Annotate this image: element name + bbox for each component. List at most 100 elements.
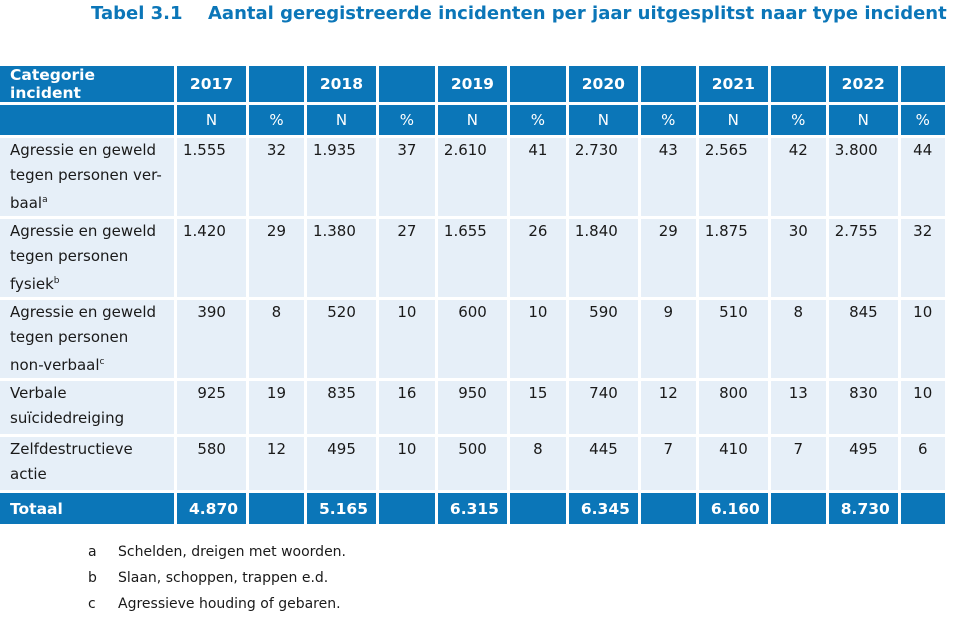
table-number: Tabel 3.1 [91, 3, 183, 24]
footnote-text: Schelden, dreigen met woorden. [118, 544, 346, 560]
category-line: actie [10, 465, 47, 483]
percent-cell: 30 [770, 219, 826, 297]
count-cell: 510 [698, 300, 768, 378]
category-line: tegen personen [10, 247, 129, 265]
percent-cell: 7 [640, 437, 696, 490]
count-cell: 580 [177, 437, 246, 490]
percent-cell: 12 [640, 381, 696, 434]
pct-header: % [509, 105, 566, 135]
category-cell: Agressie en geweld tegen personen ver-baa… [0, 138, 174, 216]
table-title: Aantal geregistreerde incidenten per jaa… [208, 3, 947, 24]
count-cell: 830 [828, 381, 898, 434]
footnote-text: Agressieve houding of gebaren. [118, 596, 341, 612]
category-line: Zelfdestructieve [10, 440, 133, 458]
percent-cell: 10 [900, 300, 945, 378]
count-cell: 2.610 [437, 138, 507, 216]
count-cell: 1.420 [177, 219, 246, 297]
footnote-marker: b [53, 276, 60, 286]
footnote: a Schelden, dreigen met woorden. [88, 539, 346, 565]
category-cell: Agressie en geweld tegen personen fysiekb [0, 219, 174, 297]
percent-cell: 6 [900, 437, 945, 490]
count-cell: 410 [698, 437, 768, 490]
percent-cell: 43 [640, 138, 696, 216]
count-cell: 1.840 [568, 219, 638, 297]
category-cell: Agressie en geweld tegen personen non-verb… [0, 300, 174, 378]
percent-cell: 32 [248, 138, 304, 216]
count-cell: 2.755 [828, 219, 898, 297]
category-line: Agressie en geweld [10, 141, 157, 159]
pct-header: % [248, 105, 304, 135]
blank-cell [378, 493, 435, 524]
count-cell: 950 [437, 381, 507, 434]
category-cell: Verbale suïcidedreiging [0, 381, 174, 434]
percent-cell: 19 [248, 381, 304, 434]
count-cell: 800 [698, 381, 768, 434]
percent-cell: 42 [770, 138, 826, 216]
count-cell: 390 [177, 300, 246, 378]
count-cell: 3.800 [828, 138, 898, 216]
count-cell: 740 [568, 381, 638, 434]
pct-header: % [378, 105, 435, 135]
percent-cell: 12 [248, 437, 304, 490]
blank-subheader [0, 105, 174, 135]
footnote-key: c [88, 596, 96, 612]
year-header: 2019 [437, 66, 507, 102]
n-header: N [306, 105, 376, 135]
n-header: N [828, 105, 898, 135]
percent-cell: 37 [378, 138, 435, 216]
count-cell: 520 [306, 300, 376, 378]
count-cell: 925 [177, 381, 246, 434]
count-cell: 445 [568, 437, 638, 490]
header-row: Categorie incident 2017 2018 2019 2020 2… [0, 66, 945, 102]
total-row: Totaal 4.870 5.165 6.315 6.345 6.160 8.7… [0, 493, 945, 524]
count-cell: 1.380 [306, 219, 376, 297]
category-line: Verbale [10, 384, 67, 402]
count-cell: 1.935 [306, 138, 376, 216]
blank-header [770, 66, 826, 102]
table-row: Agressie en geweld tegen personen fysiekb 1… [0, 219, 945, 297]
table-row: Verbale suïcidedreiging 925 19 835 16 950 15 740… [0, 381, 945, 434]
count-cell: 590 [568, 300, 638, 378]
footnote-text: Slaan, schoppen, trappen e.d. [118, 570, 329, 586]
count-cell: 835 [306, 381, 376, 434]
blank-header [248, 66, 304, 102]
blank-cell [509, 493, 566, 524]
blank-cell [640, 493, 696, 524]
total-value: 6.315 [437, 493, 507, 524]
count-cell: 495 [828, 437, 898, 490]
count-cell: 2.565 [698, 138, 768, 216]
table-row: Agressie en geweld tegen personen ver-baa… [0, 138, 945, 216]
year-header: 2018 [306, 66, 376, 102]
category-line: tegen personen ver- [10, 166, 162, 184]
blank-header [509, 66, 566, 102]
category-line: fysiek [10, 275, 54, 293]
total-value: 8.730 [828, 493, 898, 524]
blank-header [900, 66, 945, 102]
footnote: b Slaan, schoppen, trappen e.d. [88, 565, 346, 591]
percent-cell: 9 [640, 300, 696, 378]
pct-header: % [640, 105, 696, 135]
percent-cell: 10 [900, 381, 945, 434]
total-value: 6.160 [698, 493, 768, 524]
table-caption: Tabel 3.1 Aantal geregistreerde incident… [91, 2, 951, 26]
n-header: N [568, 105, 638, 135]
category-line: suïcidedreiging [10, 409, 125, 427]
percent-cell: 41 [509, 138, 566, 216]
category-header: Categorie incident [0, 66, 174, 102]
total-label: Totaal [0, 493, 174, 524]
percent-cell: 27 [378, 219, 435, 297]
percent-cell: 26 [509, 219, 566, 297]
n-header: N [177, 105, 246, 135]
footnote-marker: c [99, 357, 105, 367]
year-header: 2021 [698, 66, 768, 102]
category-line: Agressie en geweld [10, 303, 157, 321]
count-cell: 1.875 [698, 219, 768, 297]
count-cell: 500 [437, 437, 507, 490]
percent-cell: 16 [378, 381, 435, 434]
total-value: 6.345 [568, 493, 638, 524]
pct-header: % [770, 105, 826, 135]
blank-cell [770, 493, 826, 524]
count-cell: 1.555 [177, 138, 246, 216]
incident-table: Categorie incident 2017 2018 2019 2020 2… [0, 63, 948, 527]
n-header: N [698, 105, 768, 135]
